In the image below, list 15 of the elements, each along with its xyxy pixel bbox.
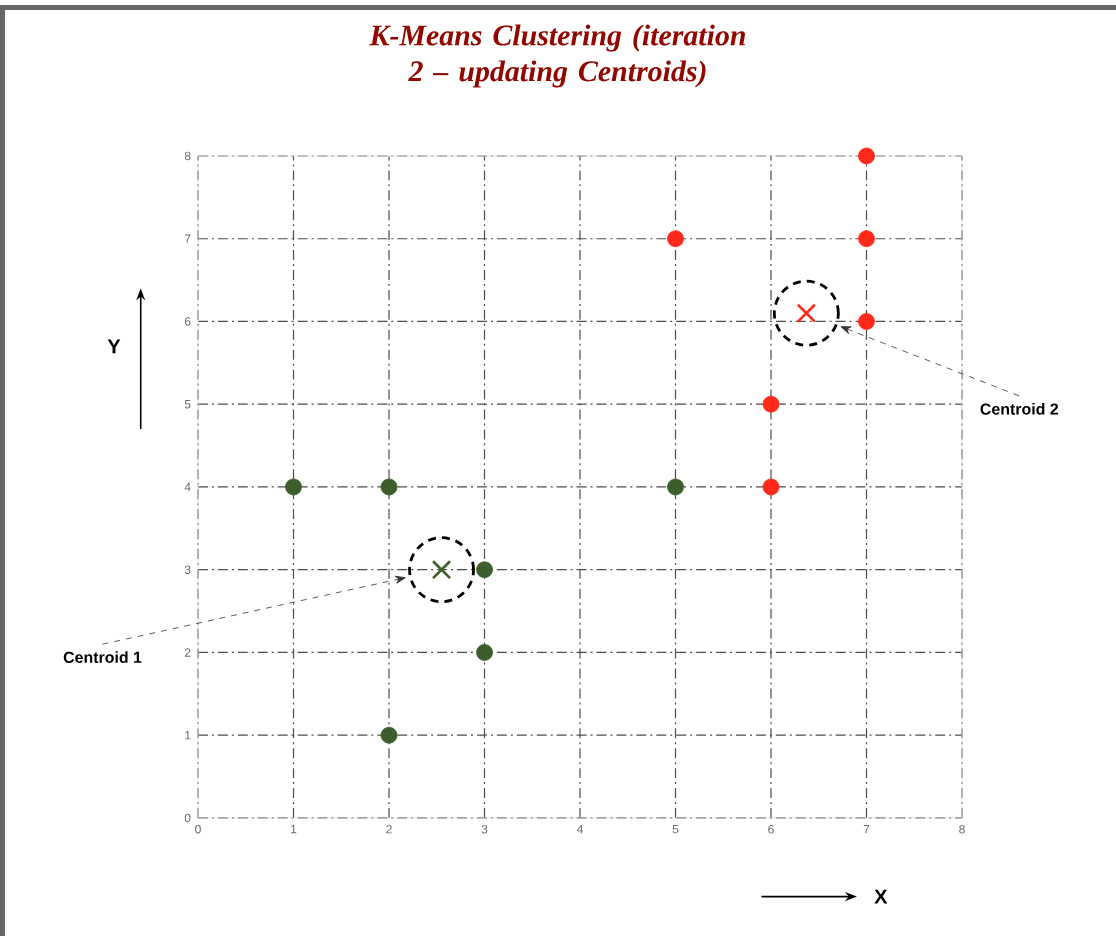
point: [858, 230, 875, 248]
point: [858, 313, 875, 330]
y-axis-title: Y: [107, 339, 121, 354]
point: [762, 478, 780, 496]
point: [380, 478, 398, 496]
point: [858, 147, 875, 165]
point: [380, 726, 398, 744]
point: [285, 478, 302, 496]
point: [667, 230, 684, 248]
x-axis-title: X: [874, 889, 888, 904]
point: [762, 395, 780, 413]
point: [667, 478, 684, 496]
point: [476, 561, 493, 579]
point: [476, 644, 493, 661]
chart-title: K-Means Clustering (iteration 2 – updating Centroids): [369, 24, 746, 88]
